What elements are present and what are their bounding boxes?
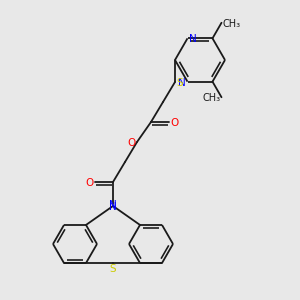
Text: N: N: [109, 202, 117, 212]
Text: O: O: [128, 138, 136, 148]
Text: CH₃: CH₃: [202, 93, 220, 103]
Text: N: N: [178, 78, 185, 88]
Text: N: N: [190, 34, 197, 44]
Text: CH₃: CH₃: [223, 19, 241, 29]
Text: N: N: [109, 200, 117, 210]
Text: S: S: [176, 78, 183, 88]
Text: S: S: [110, 264, 116, 274]
Text: O: O: [170, 118, 178, 128]
Text: O: O: [86, 178, 94, 188]
